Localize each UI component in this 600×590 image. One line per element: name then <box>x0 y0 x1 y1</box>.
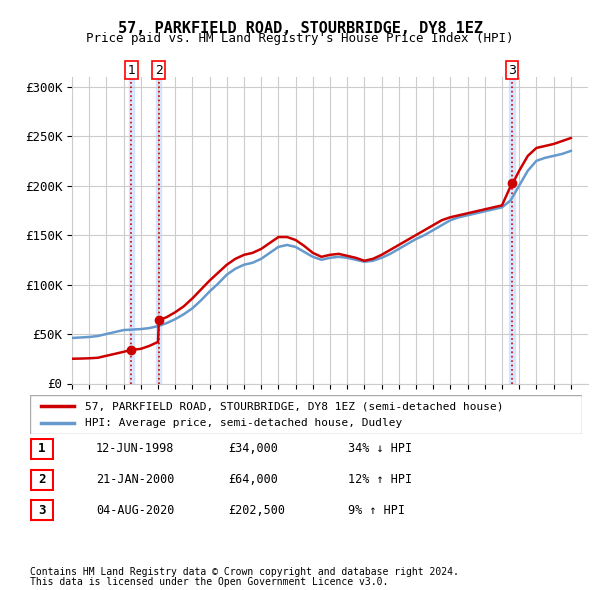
Text: 34% ↓ HPI: 34% ↓ HPI <box>348 442 412 455</box>
Text: Contains HM Land Registry data © Crown copyright and database right 2024.: Contains HM Land Registry data © Crown c… <box>30 567 459 577</box>
Text: 3: 3 <box>38 504 46 517</box>
Text: 9% ↑ HPI: 9% ↑ HPI <box>348 504 405 517</box>
Text: 2: 2 <box>38 473 46 486</box>
Text: 57, PARKFIELD ROAD, STOURBRIDGE, DY8 1EZ: 57, PARKFIELD ROAD, STOURBRIDGE, DY8 1EZ <box>118 21 482 35</box>
Text: This data is licensed under the Open Government Licence v3.0.: This data is licensed under the Open Gov… <box>30 577 388 587</box>
FancyBboxPatch shape <box>31 439 53 459</box>
Text: 04-AUG-2020: 04-AUG-2020 <box>96 504 175 517</box>
Text: £202,500: £202,500 <box>228 504 285 517</box>
Text: £64,000: £64,000 <box>228 473 278 486</box>
Text: 2: 2 <box>155 64 163 77</box>
FancyBboxPatch shape <box>31 500 53 520</box>
Text: 12-JUN-1998: 12-JUN-1998 <box>96 442 175 455</box>
Text: HPI: Average price, semi-detached house, Dudley: HPI: Average price, semi-detached house,… <box>85 418 403 428</box>
Bar <box>509 77 515 384</box>
Text: 21-JAN-2000: 21-JAN-2000 <box>96 473 175 486</box>
Bar <box>156 77 161 384</box>
Text: 12% ↑ HPI: 12% ↑ HPI <box>348 473 412 486</box>
Text: 3: 3 <box>508 64 516 77</box>
FancyBboxPatch shape <box>31 470 53 490</box>
Text: 57, PARKFIELD ROAD, STOURBRIDGE, DY8 1EZ (semi-detached house): 57, PARKFIELD ROAD, STOURBRIDGE, DY8 1EZ… <box>85 401 504 411</box>
Text: £34,000: £34,000 <box>228 442 278 455</box>
Bar <box>128 77 134 384</box>
FancyBboxPatch shape <box>30 395 582 434</box>
Text: 1: 1 <box>127 64 135 77</box>
Text: Price paid vs. HM Land Registry's House Price Index (HPI): Price paid vs. HM Land Registry's House … <box>86 32 514 45</box>
Text: 1: 1 <box>38 442 46 455</box>
